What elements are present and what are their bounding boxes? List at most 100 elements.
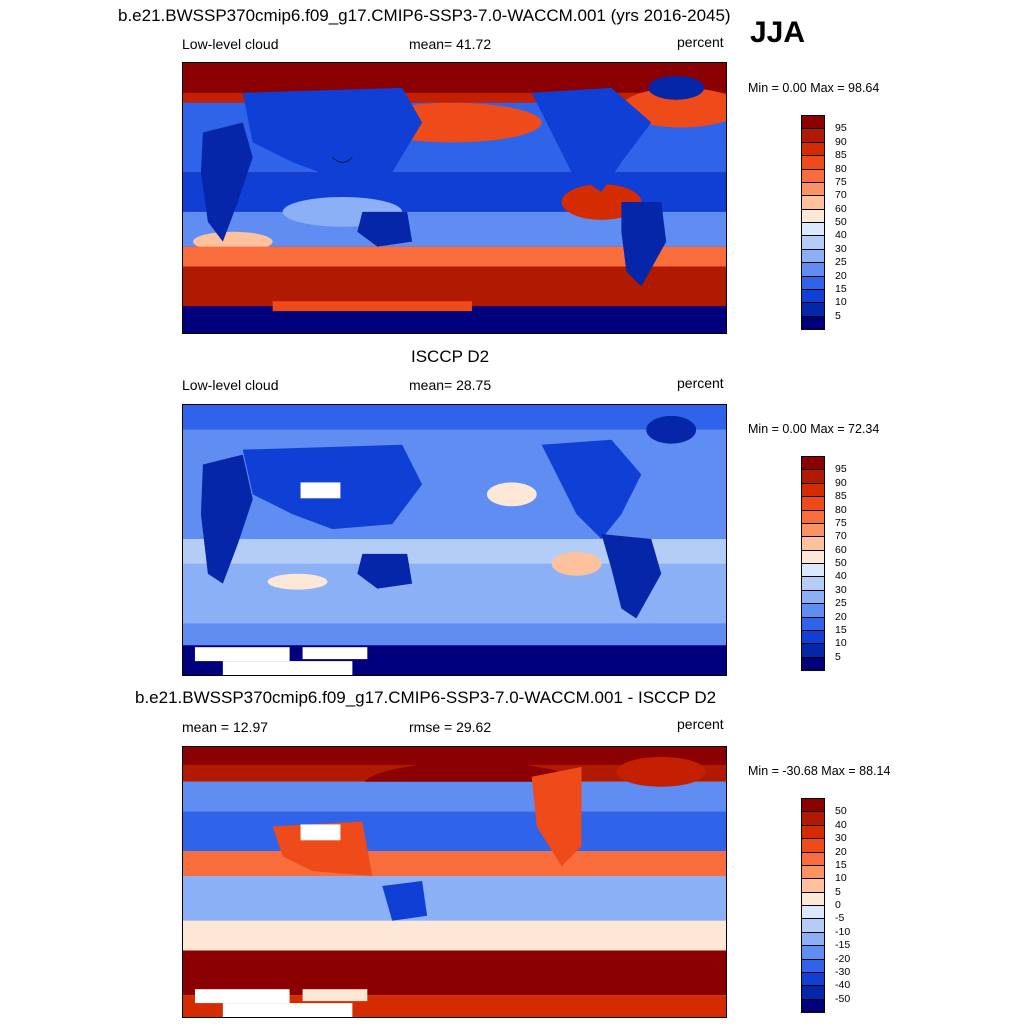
panel1-colorbar: 95 90 85 80 75 70 60 50 40 30 25 20 15 10 5 — [801, 115, 847, 330]
colorbar-swatch — [801, 262, 825, 276]
colorbar-tick-label: 70 — [835, 530, 847, 543]
colorbar-tick-label: 60 — [835, 543, 847, 556]
colorbar-tick-label: -30 — [835, 965, 851, 978]
season-label: JJA — [750, 16, 806, 49]
colorbar-tick-label: 5 — [835, 309, 841, 322]
panel1-units-label: percent — [677, 34, 724, 50]
colorbar-tick-label: 75 — [835, 516, 847, 529]
colorbar-tick-label: 85 — [835, 149, 847, 162]
colorbar-swatch — [801, 918, 825, 933]
colorbar-swatch — [801, 275, 825, 290]
colorbar-tick-label: 20 — [835, 610, 847, 623]
panel3-map — [182, 746, 727, 1018]
colorbar-swatch — [801, 643, 825, 658]
colorbar-swatch — [801, 522, 825, 537]
colorbar-swatch — [801, 616, 825, 631]
colorbar-tick-label: 10 — [835, 872, 847, 885]
colorbar-tick-label: 60 — [835, 202, 847, 215]
panel1-mean-label: mean= 41.72 — [409, 36, 492, 52]
colorbar-swatch — [801, 891, 825, 906]
colorbar-tick-label: 5 — [835, 885, 841, 898]
colorbar-swatch — [801, 576, 825, 591]
colorbar-swatch — [801, 945, 825, 959]
colorbar-swatch — [801, 998, 825, 1013]
panel3-colorbar: 50 40 30 20 15 10 5 0 -5 -10 -15 -20 -30 -40 -50 — [801, 798, 850, 1013]
colorbar-tick-label: -5 — [835, 912, 845, 925]
colorbar-swatch — [801, 905, 825, 919]
colorbar-tick-label: 70 — [835, 189, 847, 202]
colorbar-swatch — [801, 315, 825, 330]
panel1-minmax: Min = 0.00 Max = 98.64 — [748, 81, 880, 95]
panel1-map — [182, 62, 727, 334]
colorbar-swatch — [801, 482, 825, 497]
colorbar-swatch — [801, 469, 825, 484]
colorbar-swatch — [801, 851, 825, 866]
panel2-units-label: percent — [677, 375, 724, 391]
colorbar-tick-label: 15 — [835, 623, 847, 636]
colorbar-swatch — [801, 509, 825, 524]
panel2-map — [182, 404, 727, 676]
colorbar-tick-label: 25 — [835, 256, 847, 269]
colorbar-swatch — [801, 958, 825, 973]
colorbar-tick-label: -40 — [835, 979, 851, 992]
panel1-title: b.e21.BWSSP370cmip6.f09_g17.CMIP6-SSP3-7… — [118, 6, 731, 25]
colorbar-swatch — [801, 629, 825, 644]
colorbar-swatch — [801, 864, 825, 879]
colorbar-tick-label: -20 — [835, 952, 851, 965]
colorbar-tick-label: 0 — [835, 899, 841, 911]
colorbar-tick-label: 40 — [835, 229, 847, 242]
colorbar-tick-label: 80 — [835, 503, 847, 516]
colorbar-swatch — [801, 985, 825, 1000]
colorbar-tick-label: 20 — [835, 269, 847, 282]
colorbar-swatch — [801, 536, 825, 551]
colorbar-tick-label: 5 — [835, 650, 841, 663]
colorbar-swatch — [801, 838, 825, 852]
panel1-variable-label: Low-level cloud — [182, 36, 279, 52]
panel3-title: b.e21.BWSSP370cmip6.f09_g17.CMIP6-SSP3-7… — [135, 688, 717, 707]
colorbar-swatch — [801, 971, 825, 986]
colorbar-tick-label: 95 — [835, 463, 847, 476]
colorbar-tick-label: 40 — [835, 570, 847, 583]
colorbar-swatch — [801, 589, 825, 604]
colorbar-swatch — [801, 248, 825, 263]
panel2-minmax: Min = 0.00 Max = 72.34 — [748, 422, 880, 436]
colorbar-swatch — [801, 811, 825, 826]
colorbar-tick-label: 25 — [835, 597, 847, 610]
colorbar-tick-label: 10 — [835, 637, 847, 650]
colorbar-swatch — [801, 563, 825, 577]
colorbar-tick-label: 90 — [835, 135, 847, 148]
colorbar-swatch — [801, 878, 825, 893]
colorbar-tick-label: -15 — [835, 939, 851, 952]
colorbar-swatch — [801, 931, 825, 946]
colorbar-tick-label: -10 — [835, 925, 851, 938]
panel2-variable-label: Low-level cloud — [182, 377, 279, 393]
panel2-mean-label: mean= 28.75 — [409, 377, 492, 393]
colorbar-tick-label: 30 — [835, 583, 847, 596]
colorbar-tick-label: 85 — [835, 490, 847, 503]
panel3-rmse-label: rmse = 29.62 — [409, 719, 492, 735]
panel3-units-label: percent — [677, 716, 724, 732]
colorbar-tick-label: 50 — [835, 805, 847, 818]
colorbar-tick-label: 50 — [835, 557, 847, 569]
colorbar-swatch — [801, 195, 825, 210]
colorbar-tick-label: 15 — [835, 282, 847, 295]
colorbar-tick-label: 90 — [835, 476, 847, 489]
colorbar-tick-label: 95 — [835, 122, 847, 135]
colorbar-swatch — [801, 141, 825, 156]
colorbar-swatch — [801, 288, 825, 303]
colorbar-swatch — [801, 549, 825, 564]
colorbar-tick-label: 30 — [835, 832, 847, 845]
colorbar-tick-label: 80 — [835, 162, 847, 175]
colorbar-swatch — [801, 222, 825, 236]
colorbar-swatch — [801, 155, 825, 169]
colorbar-swatch — [801, 656, 825, 671]
panel3-minmax: Min = -30.68 Max = 88.14 — [748, 764, 891, 778]
colorbar-swatch — [801, 128, 825, 143]
colorbar-tick-label: -50 — [835, 992, 851, 1005]
panel3-mean-label: mean = 12.97 — [182, 719, 269, 735]
colorbar-swatch — [801, 208, 825, 223]
colorbar-swatch — [801, 824, 825, 839]
colorbar-tick-label: 20 — [835, 845, 847, 858]
colorbar-tick-label: 30 — [835, 242, 847, 255]
colorbar-swatch — [801, 302, 825, 317]
